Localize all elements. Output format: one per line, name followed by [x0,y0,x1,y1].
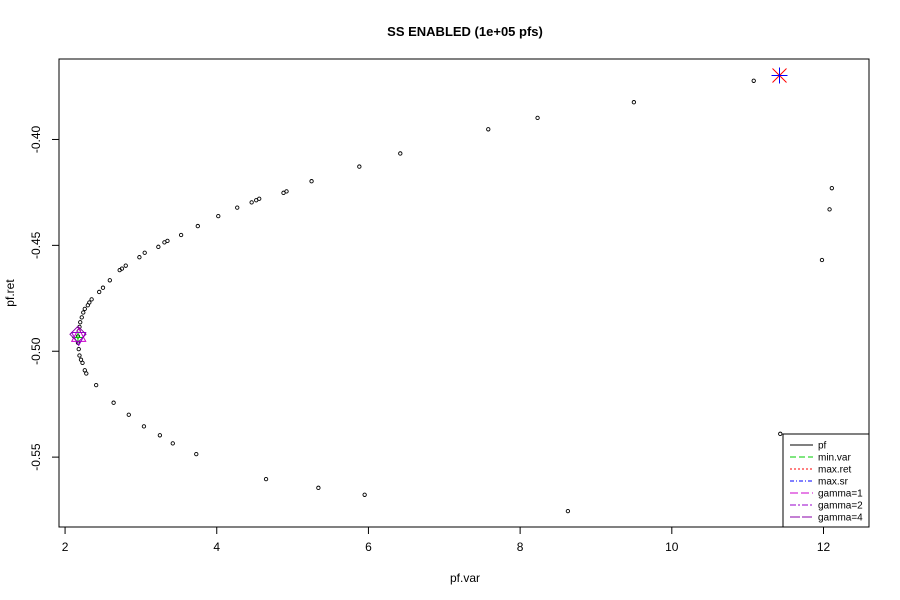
data-point [76,346,81,352]
data-point [100,285,106,290]
legend-label: max.sr [818,477,849,488]
x-tick-label: 6 [365,540,372,554]
x-axis-label: pf.var [450,571,480,585]
data-point [178,232,184,238]
data-point [216,213,221,219]
data-point [123,263,128,268]
data-point [249,200,254,205]
data-point [486,127,491,132]
x-tick-label: 4 [213,540,220,554]
x-tick-label: 12 [817,540,831,554]
legend-label: max.ret [818,465,852,476]
data-point [162,240,167,245]
max-sr-marker [771,67,788,84]
data-point [195,223,200,229]
data-point [309,179,314,184]
data-point [156,244,161,249]
data-point [235,205,240,210]
data-point [398,151,403,156]
legend-label: min.var [818,453,851,464]
data-point [778,431,783,436]
data-point [79,315,84,320]
legend-label: pf [818,441,827,452]
legend-label: gamma=2 [818,501,863,512]
data-point [81,310,86,315]
data-point [89,297,94,302]
x-tick-label: 8 [517,540,524,554]
data-point [78,320,83,325]
legend-label: gamma=4 [818,513,863,524]
y-axis: -0.55 -0.50 -0.45 -0.40 [29,125,60,471]
data-point [126,412,131,417]
data-point [111,400,116,405]
data-point [82,306,87,312]
legend-box [782,433,870,528]
x-tick-label: 10 [665,540,679,554]
legend-label: gamma=1 [818,489,863,500]
x-axis: 2 4 6 8 10 12 [62,526,831,554]
series-max.sr [771,67,788,84]
gamma-4-marker [69,325,87,344]
marks [69,67,834,514]
data-point [117,267,122,273]
legend: pfmin.varmax.retmax.srgamma=1gamma=2gamm… [782,433,870,528]
data-point [157,433,163,438]
data-point [142,250,147,255]
series-gamma=4 [69,325,87,344]
data-point [107,278,112,283]
data-point [819,257,825,263]
data-point [535,115,540,121]
data-point [94,382,99,388]
data-point [97,289,102,295]
data-point [829,186,834,191]
data-point [565,508,571,514]
data-point [631,100,637,105]
data-point [254,198,259,203]
data-point [141,424,147,429]
data-point [316,485,321,490]
data-point [263,476,269,482]
data-point [194,452,199,457]
data-point [281,190,286,195]
y-tick-label: -0.50 [29,337,43,365]
data-point [362,492,367,497]
data-point [84,371,89,376]
y-axis-label: pf.ret [3,279,17,307]
y-tick-label: -0.40 [29,125,43,153]
data-point [827,207,832,212]
data-point [137,255,142,260]
data-point [751,78,756,83]
y-tick-label: -0.55 [29,443,43,471]
data-point [80,360,85,366]
y-tick-label: -0.45 [29,231,43,259]
data-point [77,353,82,358]
data-point [357,164,362,169]
chart-title: SS ENABLED (1e+05 pfs) [387,24,543,39]
data-point [170,441,175,446]
data-point [85,303,90,308]
x-tick-label: 2 [62,540,69,554]
